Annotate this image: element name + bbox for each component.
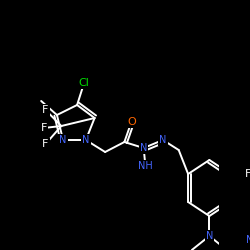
Text: F: F bbox=[40, 123, 47, 133]
Text: N: N bbox=[82, 135, 90, 145]
Text: N: N bbox=[206, 231, 213, 241]
Text: F: F bbox=[42, 105, 49, 115]
Text: F: F bbox=[42, 139, 49, 149]
Text: N: N bbox=[159, 135, 166, 145]
Text: Cl: Cl bbox=[79, 78, 90, 88]
Text: NH: NH bbox=[138, 161, 153, 171]
Text: F: F bbox=[245, 169, 250, 179]
Text: O: O bbox=[127, 117, 136, 127]
Text: N: N bbox=[60, 135, 67, 145]
Text: N: N bbox=[246, 235, 250, 245]
Text: N: N bbox=[140, 143, 147, 153]
